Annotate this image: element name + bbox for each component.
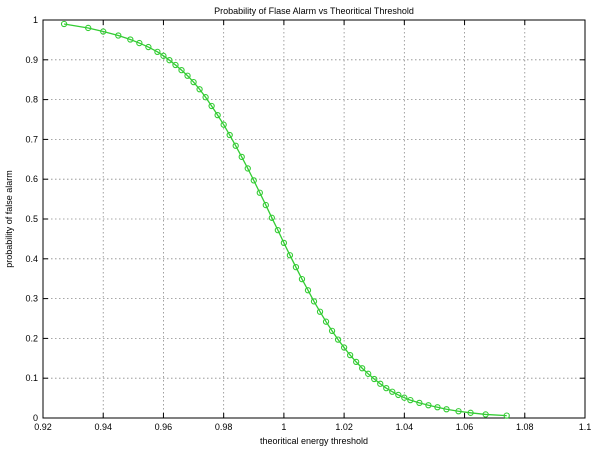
data-point <box>292 264 300 271</box>
data-point <box>115 32 122 39</box>
data-point <box>353 358 360 366</box>
data-point <box>425 402 432 409</box>
data-point <box>244 165 251 172</box>
x-tick-label: 1.08 <box>516 422 534 432</box>
data-point <box>322 318 330 325</box>
data-point <box>280 239 288 247</box>
data-point <box>214 111 221 119</box>
data-point <box>365 370 372 377</box>
y-tick-label: 0.4 <box>25 254 38 264</box>
data-point <box>145 43 152 51</box>
x-tick-label: 0.98 <box>215 422 233 432</box>
data-point <box>238 153 245 161</box>
data-point <box>340 344 348 351</box>
x-tick-label: 1.02 <box>335 422 353 432</box>
data-point <box>220 121 227 128</box>
series-line <box>63 23 507 417</box>
data-point <box>416 399 423 407</box>
x-tick-label: 1 <box>281 422 286 432</box>
data-point <box>184 72 191 79</box>
data-point <box>262 201 269 209</box>
data-point <box>383 384 390 392</box>
x-axis-label: theoritical energy threshold <box>260 436 368 446</box>
data-point <box>166 57 173 64</box>
data-point <box>298 275 306 283</box>
y-tick-label: 0.6 <box>25 174 38 184</box>
grid <box>43 20 585 418</box>
data-point <box>232 142 239 149</box>
data-point <box>60 20 68 28</box>
data-point <box>274 226 282 234</box>
data-point <box>154 48 161 55</box>
data-point <box>455 408 462 415</box>
x-tick-label: 0.92 <box>34 422 52 432</box>
x-tick-label: 0.94 <box>94 422 112 432</box>
axis-ticks <box>42 19 586 419</box>
y-tick-labels: 0 0.1 0.2 0.3 0.4 0.5 0.6 0.7 0.8 0.9 1 <box>25 15 38 423</box>
data-point <box>172 61 179 69</box>
data-point <box>395 391 402 399</box>
data-point <box>127 36 134 43</box>
series-markers <box>60 20 510 419</box>
y-tick-label: 0.8 <box>25 95 38 105</box>
y-tick-label: 0.1 <box>25 373 38 383</box>
data-point <box>304 287 312 294</box>
data-point <box>250 177 257 184</box>
x-tick-label: 1.1 <box>579 422 592 432</box>
data-point <box>334 336 342 343</box>
data-point <box>196 86 203 93</box>
y-tick-label: 0.3 <box>25 294 38 304</box>
y-axis-label: probability of false alarm <box>4 170 14 268</box>
y-tick-label: 0.5 <box>25 214 38 224</box>
y-tick-label: 0.7 <box>25 134 38 144</box>
data-point <box>286 252 294 259</box>
y-tick-label: 0 <box>33 413 38 423</box>
y-tick-label: 1 <box>33 15 38 25</box>
data-point <box>316 308 324 315</box>
data-point <box>160 52 167 59</box>
chart-title: Probability of Flase Alarm vs Theoritica… <box>214 6 414 16</box>
data-point <box>359 365 366 372</box>
data-point <box>407 396 414 404</box>
data-point <box>434 404 441 411</box>
data-point <box>310 298 318 305</box>
data-point <box>178 67 185 74</box>
data-point <box>190 78 197 86</box>
data-point <box>100 28 107 35</box>
x-tick-label: 1.04 <box>396 422 414 432</box>
data-point <box>371 375 378 383</box>
data-point <box>482 411 489 418</box>
data-point <box>208 102 215 110</box>
data-point <box>226 131 233 139</box>
data-point <box>202 94 209 101</box>
data-point <box>256 189 263 196</box>
data-point <box>401 394 408 401</box>
data-point <box>136 39 143 47</box>
data-point <box>85 24 92 32</box>
data-point <box>377 380 384 387</box>
data-point <box>268 214 275 221</box>
data-point <box>328 327 336 334</box>
x-tick-labels: 0.92 0.94 0.96 0.98 1 1.02 1.04 1.06 1.08 1.1 <box>34 422 591 432</box>
data-point <box>467 409 474 416</box>
x-tick-label: 0.96 <box>155 422 173 432</box>
y-tick-label: 0.9 <box>25 55 38 65</box>
data-point <box>346 351 354 359</box>
data-point <box>443 406 450 413</box>
data-point <box>389 388 396 395</box>
x-tick-label: 1.06 <box>456 422 474 432</box>
data-point <box>503 412 510 419</box>
y-tick-label: 0.2 <box>25 333 38 343</box>
